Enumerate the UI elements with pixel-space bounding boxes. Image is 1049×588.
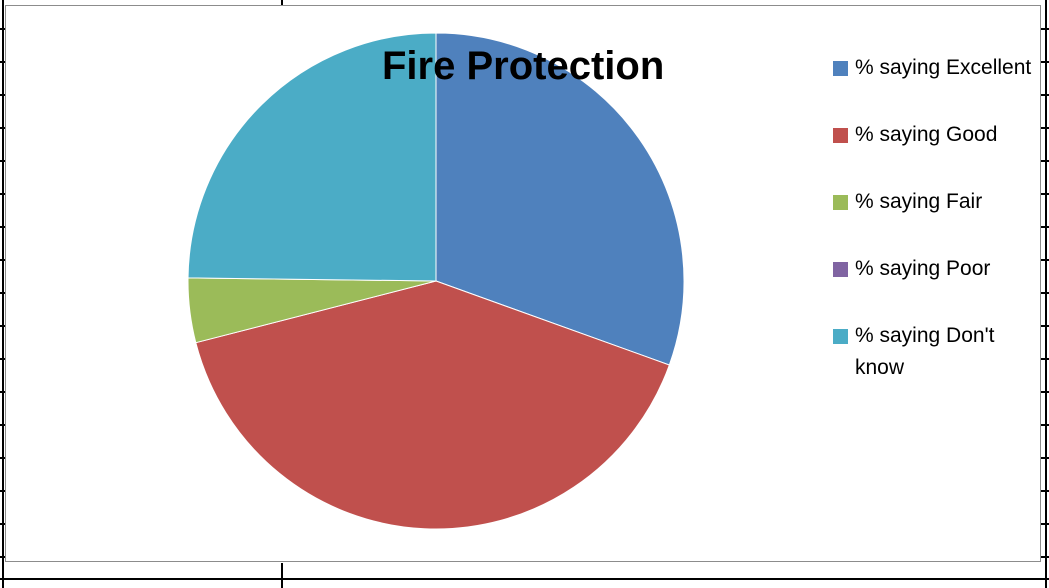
grid-line bbox=[0, 94, 8, 96]
legend-swatch-excellent bbox=[833, 61, 848, 76]
chart-title: Fire Protection bbox=[382, 44, 665, 88]
legend-label-fair: % saying Fair bbox=[855, 190, 983, 213]
grid-line bbox=[0, 127, 8, 129]
legend-swatch-dont-know bbox=[833, 329, 848, 344]
grid-line bbox=[0, 523, 8, 525]
pie-slice-dont-know bbox=[187, 32, 437, 282]
chart-area[interactable]: Fire Protection % saying Excellent % say… bbox=[5, 5, 1041, 562]
grid-line bbox=[0, 292, 8, 294]
grid-line bbox=[0, 259, 8, 261]
grid-line bbox=[0, 193, 8, 195]
pie-chart bbox=[187, 32, 685, 530]
grid-line bbox=[0, 226, 8, 228]
legend-swatch-poor bbox=[833, 262, 848, 277]
grid-line bbox=[0, 325, 8, 327]
legend-swatch-fair bbox=[833, 195, 848, 210]
grid-line bbox=[0, 490, 8, 492]
grid-line bbox=[1045, 0, 1047, 588]
legend-item-fair: % saying Fair bbox=[833, 186, 1033, 218]
grid-line bbox=[281, 563, 283, 588]
pie-slice-excellent bbox=[435, 32, 685, 366]
chart-legend: % saying Excellent % saying Good % sayin… bbox=[833, 52, 1033, 419]
legend-item-excellent: % saying Excellent bbox=[833, 52, 1033, 84]
grid-line bbox=[0, 424, 8, 426]
grid-line bbox=[0, 391, 8, 393]
legend-swatch-good bbox=[833, 128, 848, 143]
legend-label-excellent: % saying Excellent bbox=[855, 56, 1032, 79]
grid-line bbox=[0, 578, 1049, 580]
legend-item-dont-know: % saying Don't know bbox=[833, 320, 1033, 384]
grid-line bbox=[0, 457, 8, 459]
grid-line bbox=[0, 61, 8, 63]
legend-label-good: % saying Good bbox=[855, 123, 998, 146]
grid-line bbox=[281, 0, 283, 8]
grid-line bbox=[0, 556, 8, 558]
legend-label-dont-know: % saying Don't know bbox=[855, 324, 995, 379]
legend-label-poor: % saying Poor bbox=[855, 257, 991, 280]
grid-line bbox=[0, 28, 8, 30]
legend-item-good: % saying Good bbox=[833, 119, 1033, 151]
grid-line bbox=[0, 160, 8, 162]
grid-line bbox=[0, 358, 8, 360]
grid-line bbox=[2, 0, 4, 588]
legend-item-poor: % saying Poor bbox=[833, 253, 1033, 285]
pie-slice-good bbox=[195, 280, 670, 530]
